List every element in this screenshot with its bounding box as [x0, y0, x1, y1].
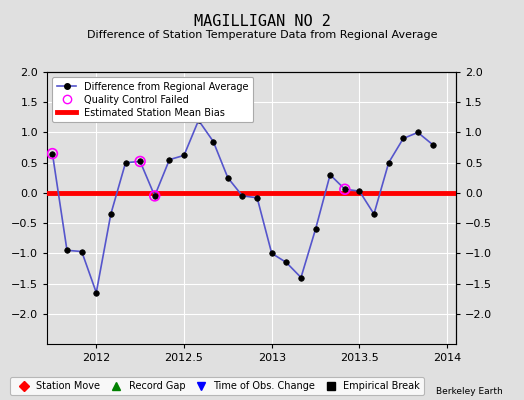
Point [136, 158, 144, 165]
Point [48, 150, 57, 157]
Legend: Difference from Regional Average, Quality Control Failed, Estimated Station Mean: Difference from Regional Average, Qualit… [52, 77, 254, 122]
Text: Difference of Station Temperature Data from Regional Average: Difference of Station Temperature Data f… [87, 30, 437, 40]
Legend: Station Move, Record Gap, Time of Obs. Change, Empirical Break: Station Move, Record Gap, Time of Obs. C… [10, 377, 424, 395]
Point [341, 186, 349, 192]
Point [150, 193, 159, 199]
Text: Berkeley Earth: Berkeley Earth [436, 387, 503, 396]
Text: MAGILLIGAN NO 2: MAGILLIGAN NO 2 [193, 14, 331, 29]
